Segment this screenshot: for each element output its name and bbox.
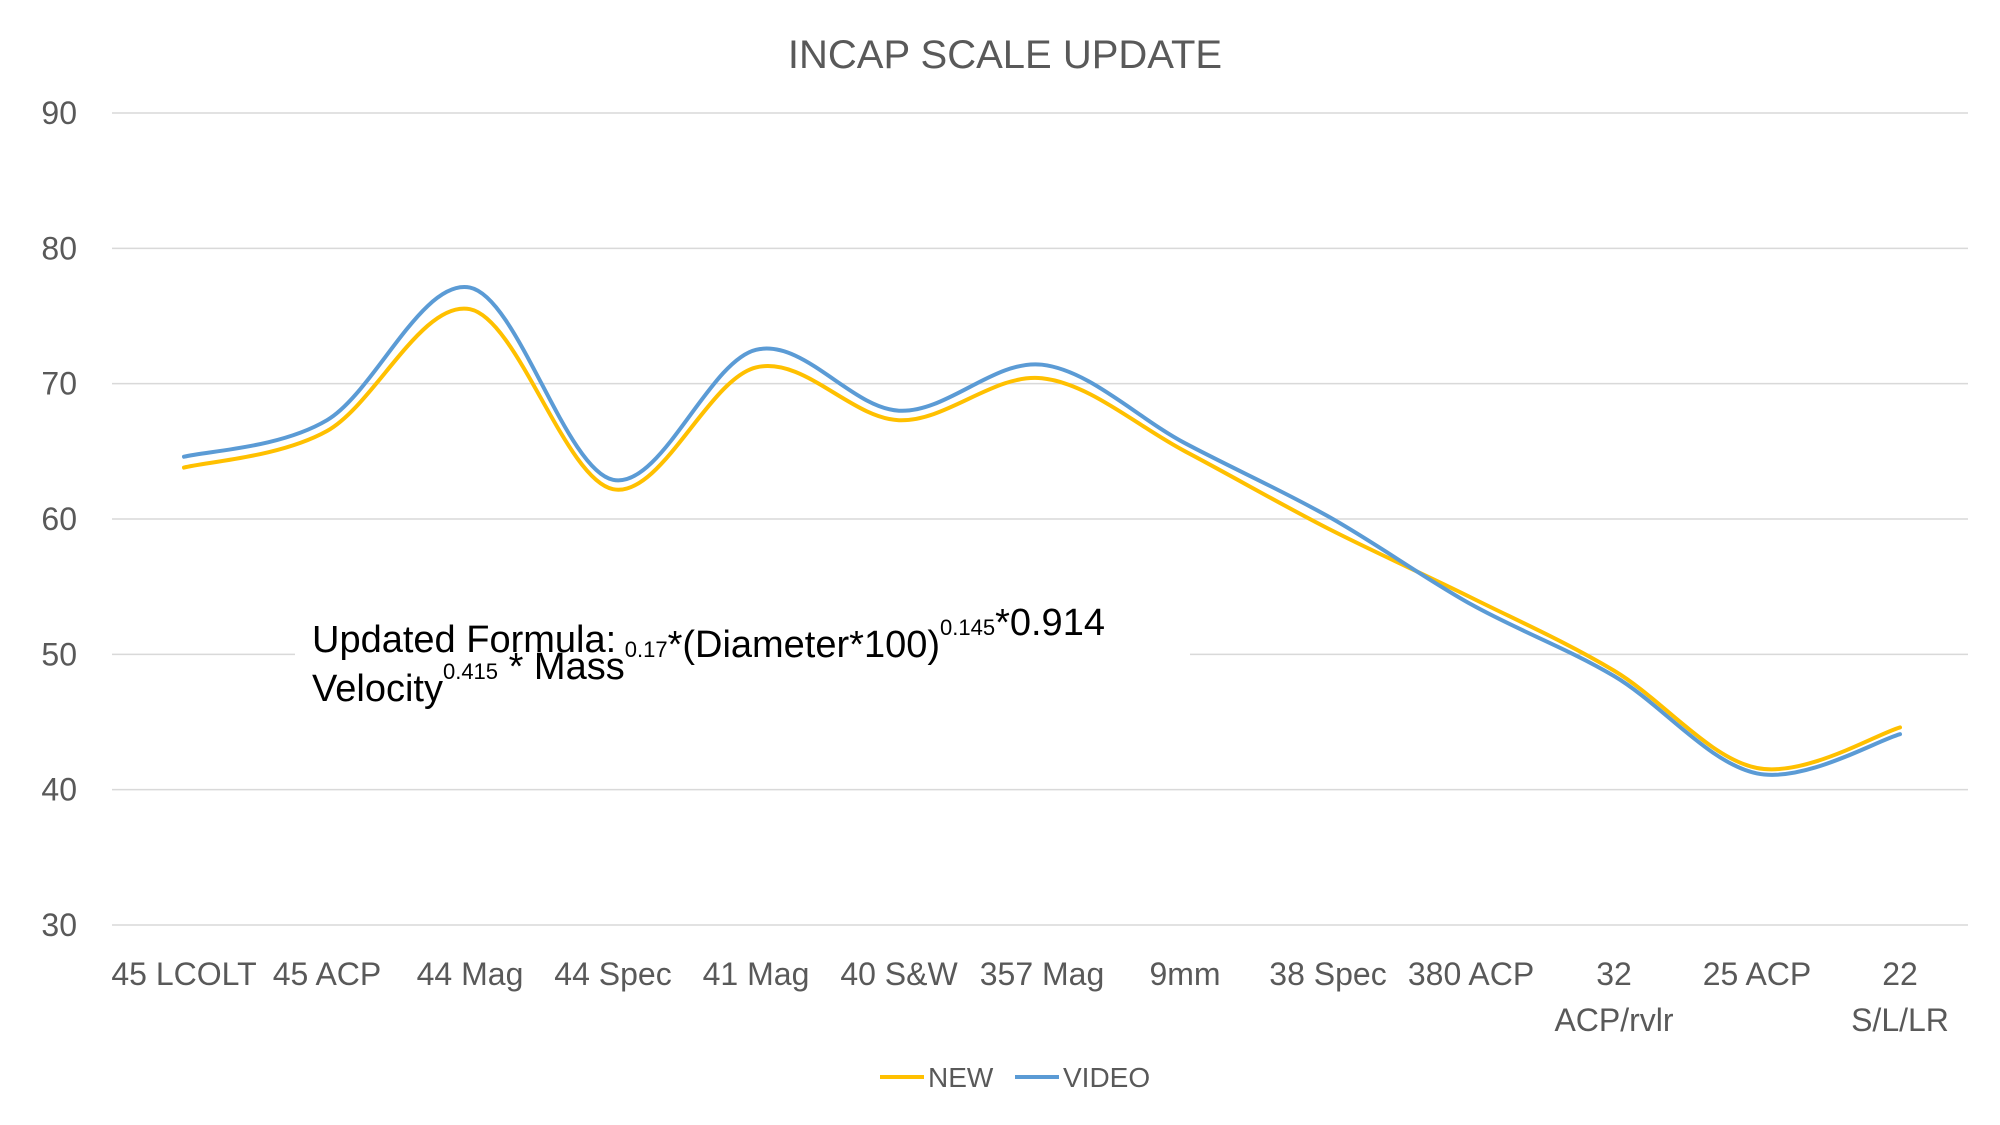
x-tick-label: 38 Spec xyxy=(1269,956,1386,992)
formula-part: *(Diameter*100) xyxy=(668,624,940,666)
x-tick-label-line: 41 Mag xyxy=(703,956,810,992)
formula-exponent: 0.145 xyxy=(940,615,995,640)
y-tick-label: 30 xyxy=(41,907,77,943)
legend-label-new: NEW xyxy=(928,1062,994,1093)
x-tick-label-line: 40 S&W xyxy=(840,956,958,992)
x-tick-label: 45 ACP xyxy=(273,956,382,992)
x-tick-label: 40 S&W xyxy=(840,956,958,992)
x-tick-label-line: 32 xyxy=(1596,956,1632,992)
chart-title: INCAP SCALE UPDATE xyxy=(788,33,1222,77)
x-axis-labels: 45 LCOLT 45 ACP 44 Mag 44 Spec 41 Mag 40 S&W 3… xyxy=(111,956,1949,1038)
formula-part: * Mass xyxy=(498,646,625,688)
x-tick-label: 22 S/L/LR xyxy=(1851,956,1949,1038)
formula-part: Velocity xyxy=(312,668,443,710)
x-tick-label-line: 380 ACP xyxy=(1408,956,1534,992)
formula-box xyxy=(295,606,1190,716)
y-tick-label: 60 xyxy=(41,501,77,537)
x-tick-label: 9mm xyxy=(1149,956,1220,992)
x-tick-label: 380 ACP xyxy=(1408,956,1534,992)
y-axis-labels: 30 40 50 60 70 80 90 xyxy=(41,95,77,943)
x-tick-label-line: 25 ACP xyxy=(1703,956,1812,992)
x-tick-label-line: S/L/LR xyxy=(1851,1002,1949,1038)
x-tick-label-line: 45 ACP xyxy=(273,956,382,992)
formula-exponent: 0.17 xyxy=(625,637,668,662)
legend-label-video: VIDEO xyxy=(1063,1062,1150,1093)
y-tick-label: 50 xyxy=(41,636,77,672)
x-tick-label-line: 22 xyxy=(1882,956,1918,992)
y-tick-label: 70 xyxy=(41,366,77,402)
y-tick-label: 80 xyxy=(41,230,77,266)
x-tick-label-line: ACP/rvlr xyxy=(1554,1002,1673,1038)
x-tick-label-line: 45 LCOLT xyxy=(111,956,256,992)
formula-exponent: 0.415 xyxy=(443,659,498,684)
x-tick-label: 44 Spec xyxy=(554,956,671,992)
x-tick-label: 44 Mag xyxy=(417,956,524,992)
x-tick-label-line: 9mm xyxy=(1149,956,1220,992)
x-tick-label-line: 44 Mag xyxy=(417,956,524,992)
x-tick-label-line: 357 Mag xyxy=(980,956,1105,992)
legend: NEW VIDEO xyxy=(880,1062,1150,1093)
series-line-video xyxy=(182,285,1902,777)
formula-heading: Updated Formula: xyxy=(312,619,616,661)
x-tick-label: 45 LCOLT xyxy=(111,956,256,992)
formula-part: *0.914 xyxy=(995,602,1105,644)
grid-lines xyxy=(112,112,1968,926)
y-tick-label: 40 xyxy=(41,772,77,808)
x-tick-label: 357 Mag xyxy=(980,956,1105,992)
x-tick-label-line: 38 Spec xyxy=(1269,956,1386,992)
series-lines xyxy=(182,285,1902,777)
y-tick-label: 90 xyxy=(41,95,77,131)
x-tick-label-line: 44 Spec xyxy=(554,956,671,992)
formula-text: Velocity0.415 * Mass0.17*(Diameter*100)0… xyxy=(312,602,1105,710)
x-tick-label: 41 Mag xyxy=(703,956,810,992)
x-tick-label: 25 ACP xyxy=(1703,956,1812,992)
series-line-new xyxy=(182,306,1902,772)
x-tick-label: 32 ACP/rvlr xyxy=(1554,956,1673,1038)
